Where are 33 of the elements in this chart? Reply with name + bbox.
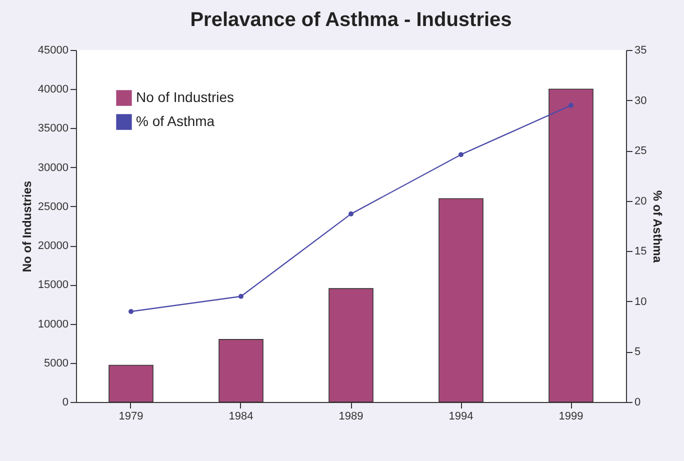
point bbox=[568, 102, 574, 108]
x-tick-label: 1999 bbox=[558, 410, 584, 422]
y2-tick-label: 0 bbox=[634, 396, 641, 408]
x-tick-label: 1984 bbox=[228, 410, 254, 422]
y2-axis-title: % of Asthma bbox=[650, 190, 665, 263]
chart-title: Prelavance of Asthma - Industries bbox=[190, 9, 512, 31]
x-tick-label: 1979 bbox=[118, 410, 144, 422]
y2-tick-label: 25 bbox=[634, 145, 647, 158]
legend-label: % of Asthma bbox=[136, 113, 215, 129]
y-axis-title: No of Industries bbox=[20, 180, 34, 272]
y2-tick-label: 30 bbox=[634, 94, 647, 107]
y-tick-label: 0 bbox=[62, 396, 68, 408]
point bbox=[238, 294, 244, 299]
y2-tick-label: 35 bbox=[634, 44, 647, 56]
y2-tick-label: 5 bbox=[634, 346, 641, 358]
point bbox=[458, 152, 464, 158]
y2-tick-label: 20 bbox=[634, 195, 647, 208]
y-tick-label: 25000 bbox=[38, 200, 68, 213]
x-tick-label: 1994 bbox=[448, 410, 474, 422]
y2-tick-label: 15 bbox=[634, 246, 647, 258]
y-tick-label: 15000 bbox=[38, 279, 68, 292]
y-tick-label: 30000 bbox=[38, 162, 68, 174]
y-tick-label: 35000 bbox=[38, 122, 68, 135]
x-tick-label: 1989 bbox=[338, 410, 364, 422]
y2-tick-label: 10 bbox=[634, 296, 647, 308]
y-tick-label: 20000 bbox=[38, 240, 68, 252]
y-tick-label: 45000 bbox=[38, 44, 68, 56]
legend-label: No of Industries bbox=[136, 89, 234, 105]
y-tick-label: 40000 bbox=[38, 84, 68, 96]
y-tick-label: 5000 bbox=[44, 357, 68, 370]
y-tick-label: 10000 bbox=[38, 318, 68, 330]
point bbox=[348, 211, 354, 216]
point bbox=[128, 308, 134, 314]
